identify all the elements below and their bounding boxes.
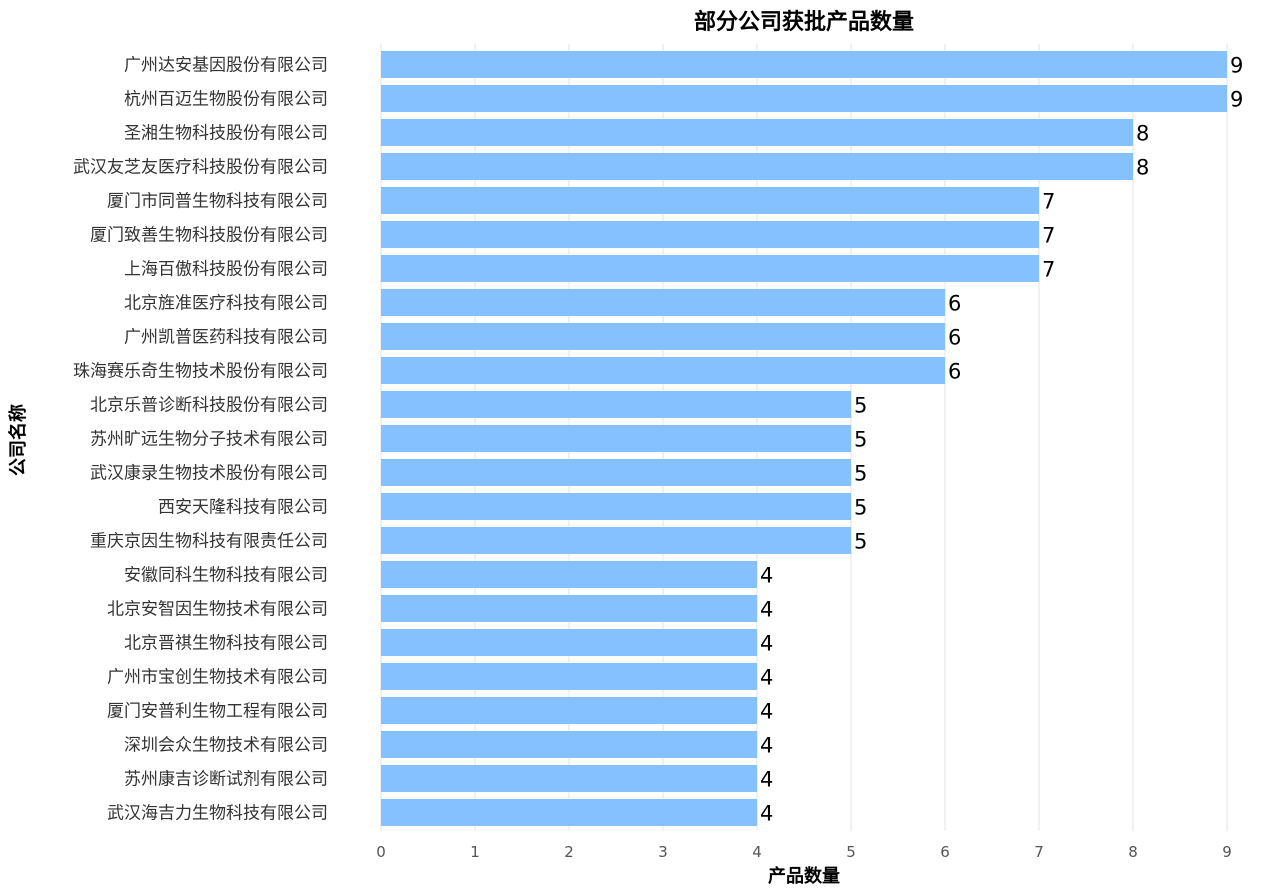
bar <box>381 255 1039 282</box>
x-tick-label: 5 <box>846 843 856 861</box>
category-label: 安徽同科生物科技有限公司 <box>124 566 328 586</box>
bar-value-label: 4 <box>760 632 773 656</box>
bar <box>381 595 757 622</box>
bar <box>381 629 757 656</box>
category-label: 厦门致善生物科技股份有限公司 <box>90 226 328 246</box>
x-tick-label: 3 <box>658 843 668 861</box>
category-label: 北京乐普诊断科技股份有限公司 <box>90 396 328 416</box>
bar-value-label: 4 <box>760 734 773 758</box>
bar <box>381 765 757 792</box>
category-label: 北京晋祺生物科技有限公司 <box>124 634 328 654</box>
x-tick-label: 4 <box>752 843 762 861</box>
y-axis-title: 公司名称 <box>7 404 29 476</box>
category-label: 圣湘生物科技股份有限公司 <box>124 124 328 144</box>
bar-value-label: 4 <box>760 768 773 792</box>
bar-value-label: 6 <box>948 292 961 316</box>
category-label: 苏州旷远生物分子技术有限公司 <box>90 430 328 450</box>
bars <box>381 51 1227 826</box>
category-label: 西安天隆科技有限公司 <box>158 498 328 518</box>
category-label: 广州达安基因股份有限公司 <box>124 56 328 76</box>
bar <box>381 119 1133 146</box>
bar <box>381 289 945 316</box>
category-label: 厦门市同普生物科技有限公司 <box>107 192 328 212</box>
x-tick-label: 1 <box>470 843 480 861</box>
x-axis-title: 产品数量 <box>768 865 840 887</box>
x-tick-label: 7 <box>1034 843 1044 861</box>
category-label: 上海百傲科技股份有限公司 <box>124 260 328 280</box>
category-labels: 广州达安基因股份有限公司杭州百迈生物股份有限公司圣湘生物科技股份有限公司武汉友芝… <box>73 56 328 824</box>
category-label: 重庆京因生物科技有限责任公司 <box>90 532 328 552</box>
category-label: 苏州康吉诊断试剂有限公司 <box>124 770 328 790</box>
bar <box>381 425 851 452</box>
bar <box>381 731 757 758</box>
bar-value-label: 6 <box>948 326 961 350</box>
category-label: 北京安智因生物技术有限公司 <box>107 600 328 620</box>
category-label: 广州市宝创生物技术有限公司 <box>107 668 328 688</box>
x-tick-label: 2 <box>564 843 574 861</box>
bar <box>381 799 757 826</box>
bar-value-label: 5 <box>854 530 867 554</box>
bar-value-label: 7 <box>1042 258 1055 282</box>
x-tick-label: 8 <box>1128 843 1138 861</box>
bar <box>381 51 1227 78</box>
bar <box>381 391 851 418</box>
bar-value-label: 5 <box>854 462 867 486</box>
chart-title: 部分公司获批产品数量 <box>694 9 914 35</box>
bar <box>381 663 757 690</box>
bar <box>381 493 851 520</box>
bar-value-label: 4 <box>760 564 773 588</box>
category-label: 厦门安普利生物工程有限公司 <box>107 702 328 722</box>
bar-value-label: 9 <box>1230 54 1243 78</box>
bar <box>381 527 851 554</box>
bar-value-label: 5 <box>854 394 867 418</box>
bar <box>381 85 1227 112</box>
category-label: 广州凯普医药科技有限公司 <box>124 328 328 348</box>
x-tick-labels: 0 1 2 3 4 5 6 7 8 9 <box>376 843 1232 861</box>
bar <box>381 561 757 588</box>
bar <box>381 153 1133 180</box>
x-tick-label: 9 <box>1222 843 1232 861</box>
bar <box>381 357 945 384</box>
category-label: 深圳会众生物技术有限公司 <box>124 736 328 756</box>
bar-value-label: 4 <box>760 700 773 724</box>
x-tick-label: 0 <box>376 843 386 861</box>
bar-value-label: 5 <box>854 496 867 520</box>
category-label: 北京旌准医疗科技有限公司 <box>124 294 328 314</box>
bar-value-label: 4 <box>760 802 773 826</box>
bar-value-label: 7 <box>1042 224 1055 248</box>
bar <box>381 323 945 350</box>
value-labels: 9 9 8 8 7 7 7 6 6 6 5 5 5 5 5 4 4 4 4 4 4 4 4 <box>760 54 1243 826</box>
bar-value-label: 4 <box>760 666 773 690</box>
bar <box>381 459 851 486</box>
category-label: 杭州百迈生物股份有限公司 <box>124 90 328 110</box>
bar-value-label: 6 <box>948 360 961 384</box>
category-label: 武汉友芝友医疗科技股份有限公司 <box>73 158 328 178</box>
bar-value-label: 8 <box>1136 122 1149 146</box>
x-tick-label: 6 <box>940 843 950 861</box>
bar <box>381 187 1039 214</box>
bar-value-label: 5 <box>854 428 867 452</box>
category-label: 武汉海吉力生物科技有限公司 <box>107 804 328 824</box>
category-label: 珠海赛乐奇生物技术股份有限公司 <box>73 361 328 382</box>
category-label: 武汉康录生物技术股份有限公司 <box>90 464 328 484</box>
bar <box>381 221 1039 248</box>
bar-value-label: 4 <box>760 598 773 622</box>
bar-value-label: 8 <box>1136 156 1149 180</box>
bar <box>381 697 757 724</box>
bar-value-label: 9 <box>1230 88 1243 112</box>
bar-value-label: 7 <box>1042 190 1055 214</box>
